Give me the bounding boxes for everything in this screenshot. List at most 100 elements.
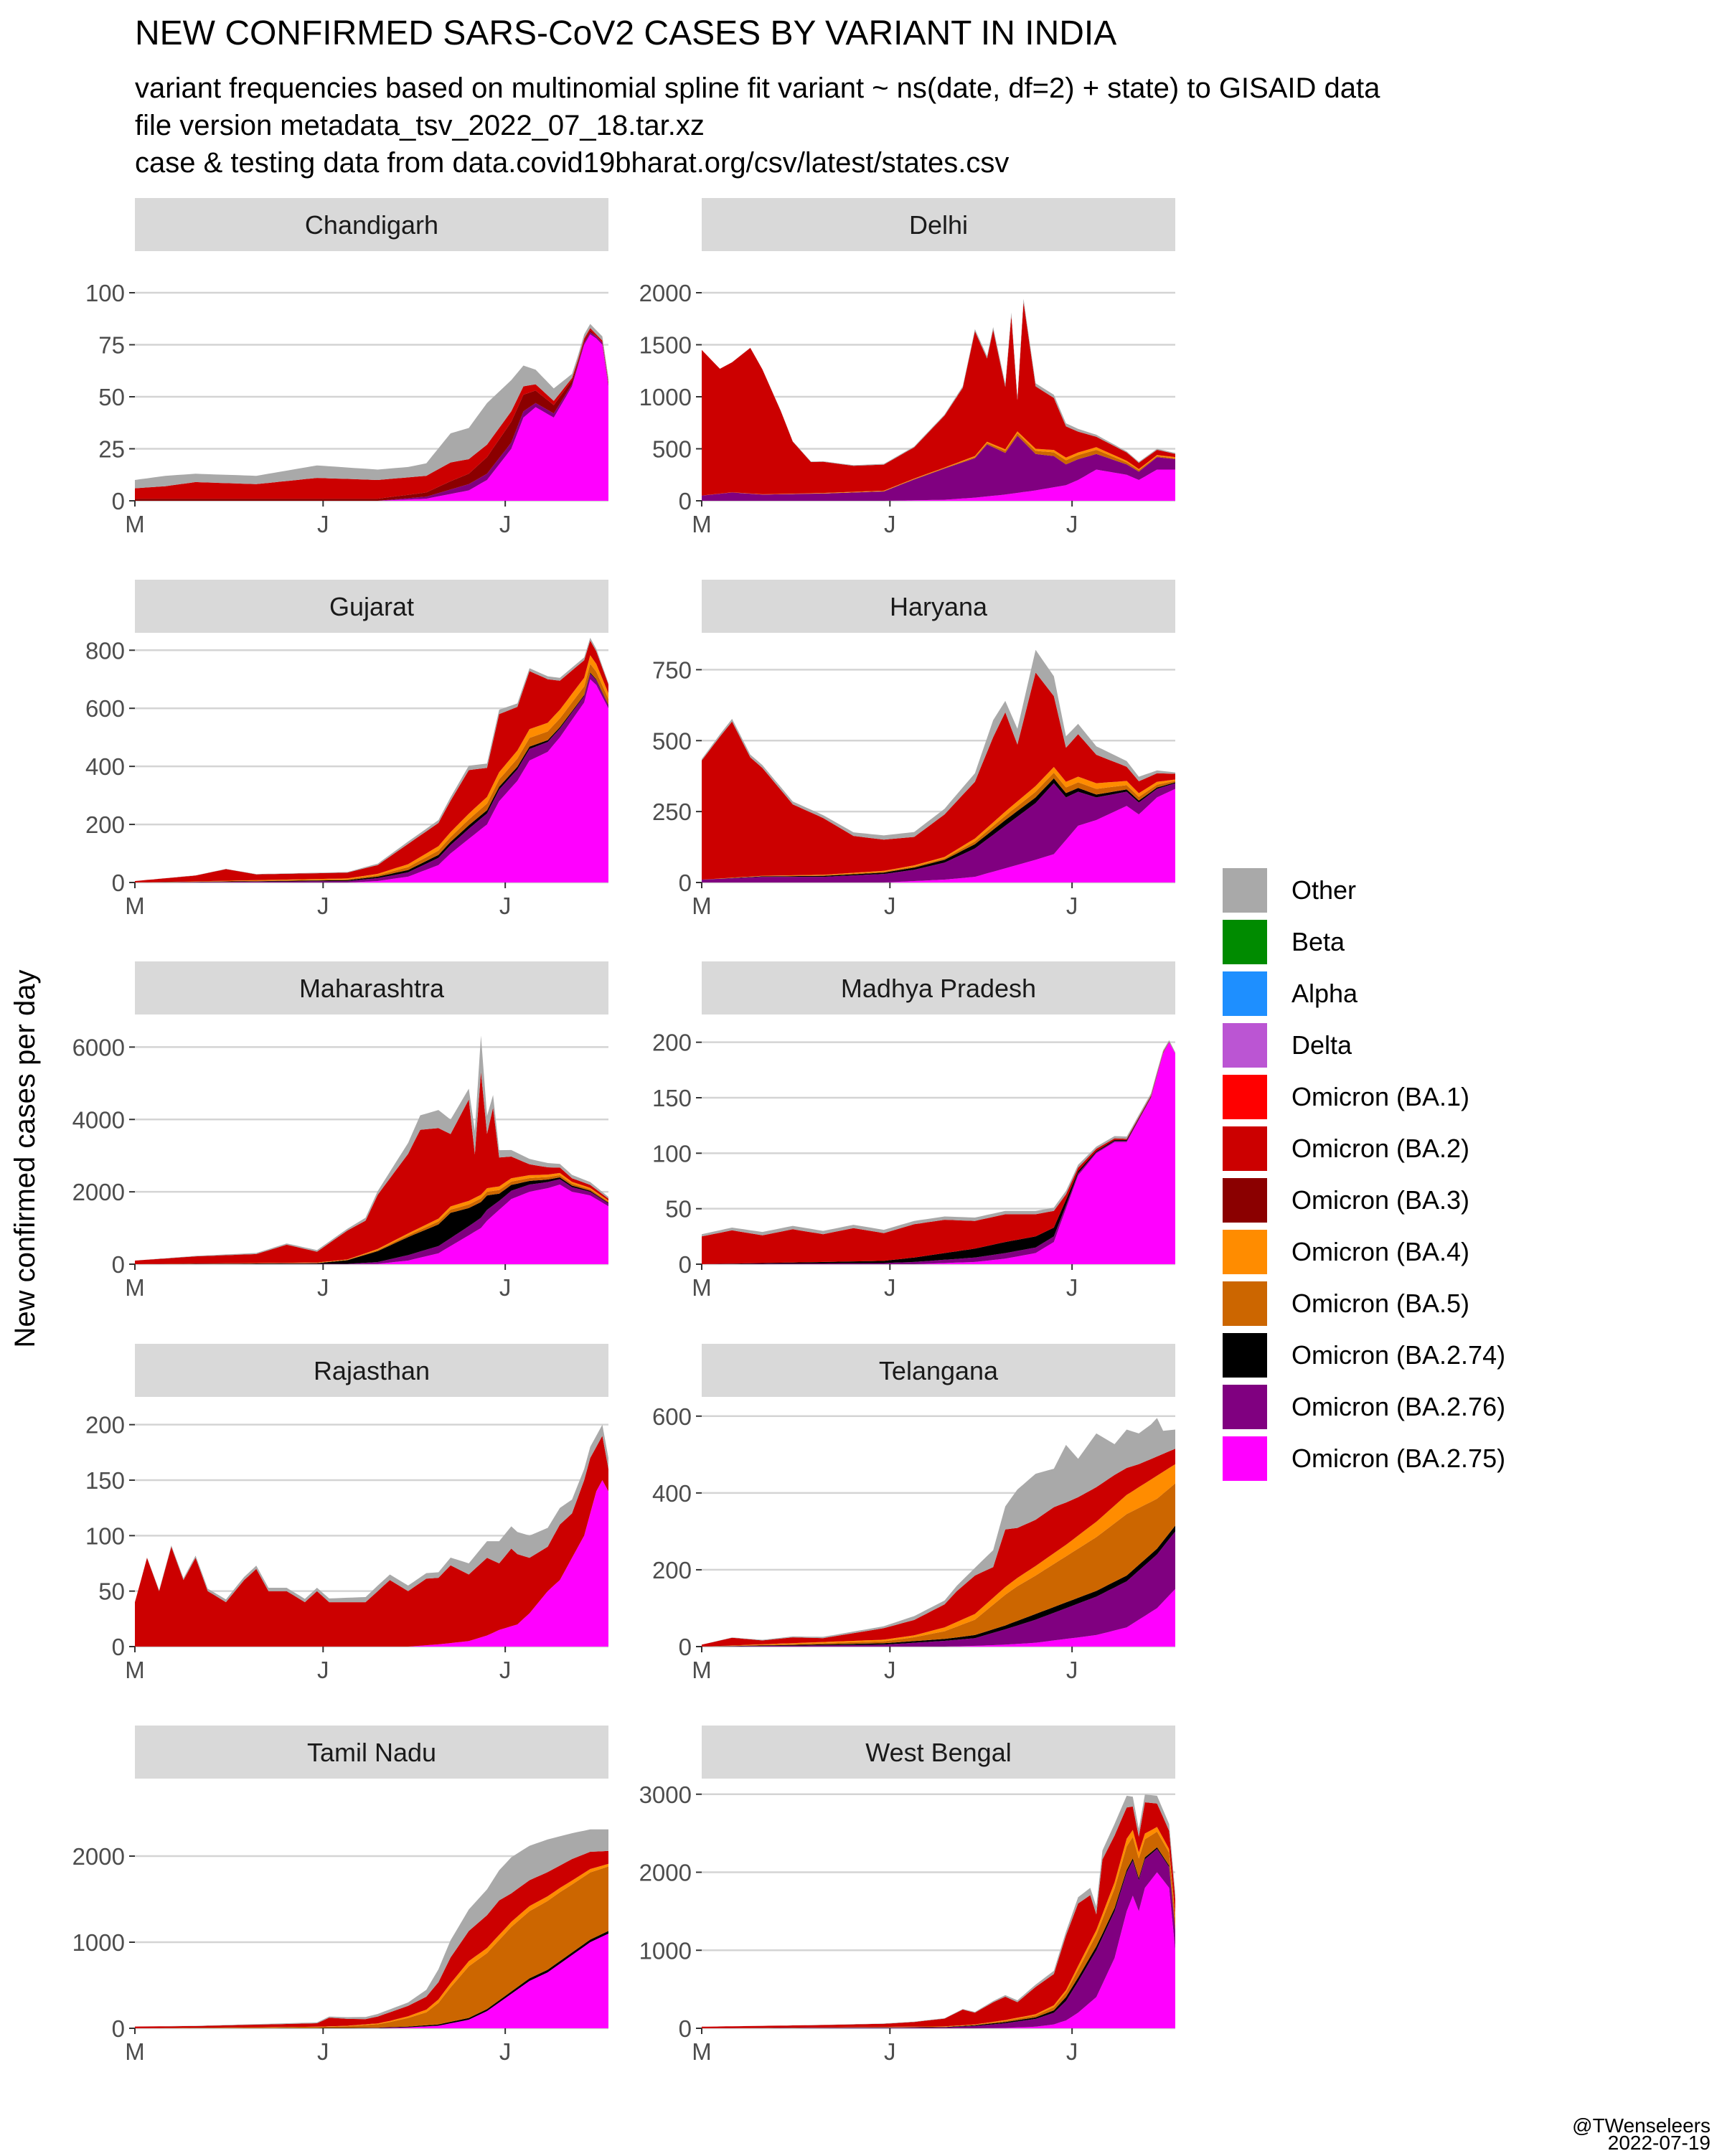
- panel-strip-rajasthan: [135, 1344, 608, 1397]
- y-tick-label: 150: [652, 1085, 692, 1111]
- panel-title-west-bengal: West Bengal: [865, 1738, 1011, 1767]
- y-tick-label: 0: [679, 2015, 692, 2042]
- panel-title-chandigarh: Chandigarh: [305, 210, 438, 240]
- panel-strip-chandigarh: [135, 198, 608, 251]
- y-tick-label: 0: [112, 1634, 125, 1660]
- panel-title-tamil-nadu: Tamil Nadu: [307, 1738, 436, 1767]
- area-rajasthan-omicron-ba-2-75: [135, 1480, 608, 1647]
- y-tick-label: 0: [679, 488, 692, 514]
- legend-label: Omicron (BA.5): [1292, 1289, 1469, 1318]
- y-tick-label: 1000: [72, 1929, 125, 1956]
- panel-strip-telangana: [702, 1344, 1175, 1397]
- legend-item-delta: Delta: [1223, 1023, 1352, 1068]
- y-tick-label: 200: [652, 1030, 692, 1056]
- legend-label: Omicron (BA.3): [1292, 1185, 1469, 1215]
- panel-title-rajasthan: Rajasthan: [314, 1356, 430, 1385]
- area-gujarat-omicron-ba-2-76: [135, 673, 608, 882]
- area-maharashtra-omicron-ba-2-75: [135, 1185, 608, 1264]
- x-tick-label: J: [884, 893, 896, 919]
- x-tick-label: M: [692, 511, 712, 537]
- panel-telangana: Telangana 0 200 400 600 M J J: [652, 1344, 1175, 1683]
- y-tick-label: 50: [665, 1196, 692, 1223]
- area-telangana-omicron-ba-2-75: [702, 1588, 1175, 1647]
- x-tick-label: M: [692, 2038, 712, 2065]
- y-tick-label: 0: [112, 488, 125, 514]
- panel-haryana: Haryana 0 250 500 750 M J J: [652, 580, 1175, 919]
- legend-label: Alpha: [1292, 979, 1358, 1008]
- figure-subtitle-3: case & testing data from data.covid19bha…: [135, 147, 1009, 179]
- legend-swatch: [1223, 1281, 1267, 1326]
- y-tick-label: 1000: [639, 384, 692, 410]
- panel-maharashtra: Maharashtra 0 2000 4000 6000 M J J: [72, 961, 608, 1301]
- area-gujarat-omicron-ba-2-75: [135, 679, 608, 882]
- area-haryana-other: [702, 649, 1175, 840]
- area-rajasthan-omicron-ba-2: [135, 1436, 608, 1647]
- area-haryana-omicron-ba-2: [702, 672, 1175, 880]
- y-tick-label: 4000: [72, 1106, 125, 1133]
- x-tick-label: J: [1066, 2038, 1078, 2065]
- y-tick-label: 75: [98, 332, 125, 359]
- area-west-bengal-omicron-ba-2-75: [702, 1872, 1175, 2028]
- x-tick-label: M: [125, 2038, 145, 2065]
- area-chandigarh-omicron-ba-2: [135, 328, 608, 499]
- x-tick-label: M: [125, 893, 145, 919]
- legend-label: Omicron (BA.2.74): [1292, 1340, 1505, 1370]
- legend-label: Omicron (BA.2.76): [1292, 1392, 1505, 1421]
- x-tick-label: J: [499, 1274, 512, 1301]
- panel-strip-haryana: [702, 580, 1175, 633]
- area-telangana-omicron-ba-2: [702, 1449, 1175, 1647]
- panel-title-telangana: Telangana: [879, 1356, 999, 1385]
- legend-label: Beta: [1292, 927, 1345, 956]
- legend-label: Delta: [1292, 1030, 1352, 1060]
- x-tick-label: J: [1066, 893, 1078, 919]
- panel-strip-gujarat: [135, 580, 608, 633]
- area-haryana-omicron-ba-2-75: [702, 789, 1175, 882]
- x-tick-label: J: [317, 1657, 329, 1683]
- y-tick-label: 750: [652, 656, 692, 683]
- x-tick-label: J: [317, 1274, 329, 1301]
- area-delhi-omicron-ba-2-76: [702, 436, 1175, 501]
- y-tick-label: 0: [112, 2015, 125, 2042]
- x-tick-label: M: [125, 511, 145, 537]
- panel-rajasthan: Rajasthan 0 50 100 150 200 M J J: [85, 1344, 608, 1683]
- x-tick-label: M: [125, 1657, 145, 1683]
- legend-swatch: [1223, 1333, 1267, 1378]
- area-tamil-nadu-omicron-ba-2-75: [135, 1934, 608, 2028]
- panel-west-bengal: West Bengal 0 1000 2000 3000 M J J: [639, 1726, 1175, 2065]
- area-tamil-nadu-omicron-ba-5: [135, 1866, 608, 2028]
- legend-item-omicron-ba-2: Omicron (BA.2): [1223, 1126, 1469, 1171]
- y-tick-label: 2000: [639, 280, 692, 306]
- area-telangana-omicron-ba-2-76: [702, 1531, 1175, 1647]
- x-tick-label: J: [499, 1657, 512, 1683]
- y-tick-label: 100: [652, 1140, 692, 1167]
- legend-item-omicron-ba-5: Omicron (BA.5): [1223, 1281, 1469, 1326]
- y-tick-label: 200: [652, 1557, 692, 1583]
- area-chandigarh-omicron-ba-2-75: [135, 334, 608, 501]
- y-tick-label: 500: [652, 728, 692, 754]
- y-tick-label: 1000: [639, 1937, 692, 1964]
- x-tick-label: J: [1066, 1657, 1078, 1683]
- panel-gujarat: Gujarat 0 200 400 600 800 M J J: [85, 580, 608, 919]
- legend-label: Other: [1292, 875, 1356, 905]
- area-delhi-omicron-ba-2-75: [702, 469, 1175, 501]
- y-tick-label: 600: [85, 695, 125, 722]
- legend-item-omicron-ba-2-75: Omicron (BA.2.75): [1223, 1436, 1505, 1481]
- x-tick-label: J: [317, 511, 329, 537]
- x-tick-label: J: [317, 893, 329, 919]
- panel-title-haryana: Haryana: [890, 592, 988, 621]
- y-tick-label: 0: [679, 1251, 692, 1278]
- panel-delhi: Delhi 0 500 1000 1500 2000 M J J: [639, 198, 1175, 537]
- y-tick-label: 0: [112, 1251, 125, 1278]
- y-tick-label: 250: [652, 799, 692, 825]
- y-tick-label: 400: [85, 753, 125, 780]
- y-tick-label: 2000: [72, 1843, 125, 1870]
- x-tick-label: M: [692, 1657, 712, 1683]
- legend-item-omicron-ba-3: Omicron (BA.3): [1223, 1178, 1469, 1223]
- x-tick-label: J: [884, 2038, 896, 2065]
- y-tick-label: 25: [98, 436, 125, 463]
- legend-swatch: [1223, 920, 1267, 964]
- legend-label: Omicron (BA.2.75): [1292, 1444, 1505, 1473]
